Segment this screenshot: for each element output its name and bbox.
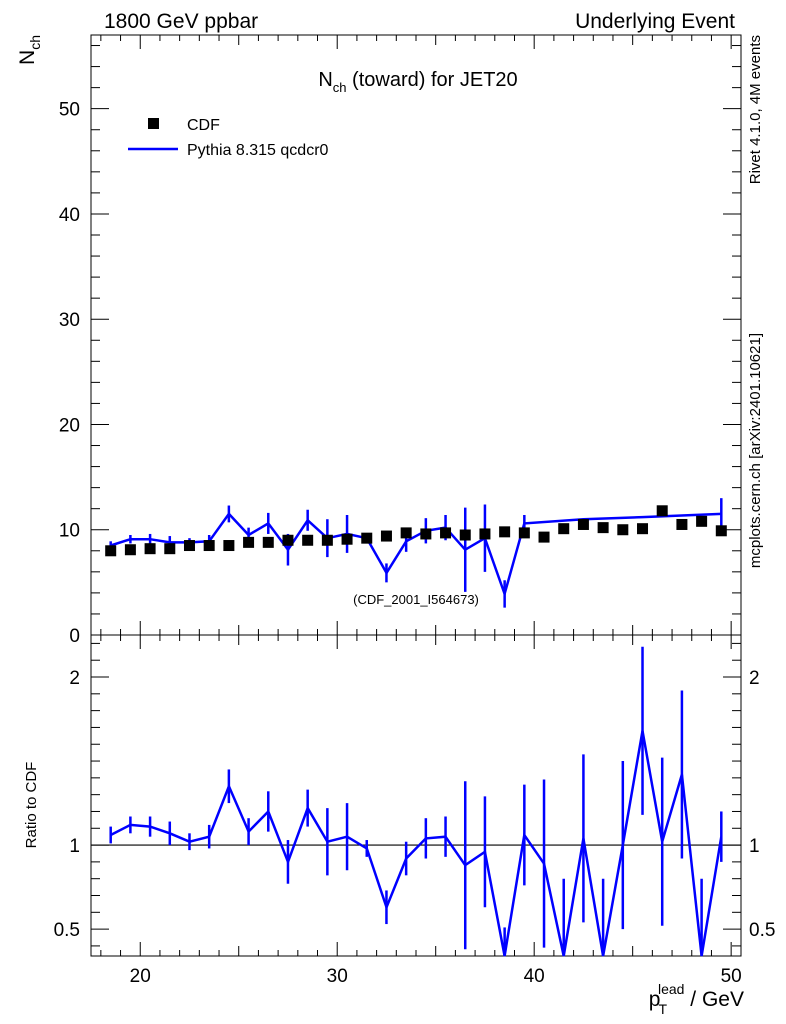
x-axis-title: pTlead / GeV: [649, 981, 744, 1017]
analysis-watermark: (CDF_2001_I564673): [353, 592, 479, 607]
cdf-point: [144, 543, 156, 555]
cdf-point: [341, 533, 353, 545]
y-axis-title: Nch: [16, 35, 43, 65]
pythia-line: [110, 511, 722, 599]
cdf-point: [164, 543, 176, 555]
legend: CDF Pythia 8.315 qcdcr0: [128, 117, 329, 159]
cdf-point: [203, 540, 215, 552]
cdf-point: [243, 536, 255, 548]
cdf-point: [499, 526, 511, 538]
cdf-point: [124, 544, 136, 556]
cdf-point: [597, 522, 609, 534]
cdf-point: [656, 505, 668, 517]
mcplots-label: mcplots.cern.ch [arXiv:2401.10621]: [747, 333, 764, 568]
main-y-tick-label: 20: [59, 415, 80, 436]
x-tick-label: 30: [327, 966, 348, 987]
main-y-tick-label: 50: [59, 100, 80, 121]
main-axes: 0 10 20 30 40 50: [59, 35, 741, 647]
legend-pythia-label: Pythia 8.315 qcdcr0: [187, 142, 329, 159]
header-right: Underlying Event: [575, 10, 735, 33]
cdf-series: [105, 505, 727, 557]
cdf-point: [282, 534, 294, 546]
main-title: Nch (toward) for JET20: [318, 69, 517, 95]
ratio-y-title: Ratio to CDF: [23, 762, 40, 849]
main-panel: 0 10 20 30 40 50 Nch (toward) for JET20 Nch C…: [16, 34, 742, 647]
main-y-tick-label: 0: [69, 626, 80, 647]
ratio-y-tick-label-right: 2: [749, 668, 760, 689]
cdf-point: [577, 518, 589, 530]
cdf-point: [420, 528, 432, 540]
cdf-point: [518, 527, 530, 539]
ratio-y-tick-label: 2: [69, 668, 80, 689]
ratio-frame: [90, 634, 742, 957]
ratio-y-tick-label-right: 1: [749, 836, 760, 857]
ratio-y-tick-label: 0.5: [54, 920, 80, 941]
cdf-point: [105, 545, 117, 557]
cdf-point: [321, 534, 333, 546]
x-tick-label: 40: [524, 966, 545, 987]
cdf-point: [558, 523, 570, 535]
cdf-point: [302, 534, 314, 546]
x-tick-label: 50: [721, 966, 742, 987]
main-y-tick-label: 30: [59, 310, 80, 331]
cdf-point: [262, 536, 274, 548]
ratio-y-tick-label-right: 0.5: [749, 920, 775, 941]
main-y-tick-label: 40: [59, 205, 80, 226]
ratio-panel: 20 30 40 50 0.5 0.5 1 1 2 2 Ratio to CDF pTlead /…: [23, 634, 775, 1017]
ratio-line: [110, 730, 723, 957]
cdf-point: [479, 528, 491, 540]
cdf-point: [538, 531, 550, 543]
header-left: 1800 GeV ppbar: [104, 10, 258, 33]
cdf-point: [440, 527, 452, 539]
legend-cdf-marker: [148, 118, 159, 129]
cdf-point: [696, 515, 708, 527]
main-y-tick-label: 10: [59, 521, 80, 542]
cdf-point: [676, 518, 688, 530]
x-tick-label: 20: [130, 966, 151, 987]
cdf-point: [617, 524, 629, 536]
cdf-point: [715, 525, 727, 537]
ratio-axes: 20 30 40 50 0.5 0.5 1 1 2 2: [54, 635, 775, 987]
cdf-point: [400, 527, 412, 539]
cdf-point: [361, 532, 373, 544]
ratio-y-tick-label: 1: [69, 836, 80, 857]
cdf-point: [380, 530, 392, 542]
cdf-point: [459, 529, 471, 541]
legend-cdf-label: CDF: [187, 117, 220, 134]
ratio-series: [109, 646, 723, 957]
cdf-point: [637, 523, 649, 535]
cdf-point: [183, 540, 195, 552]
rivet-label: Rivet 4.1.0, 4M events: [747, 35, 764, 184]
cdf-point: [223, 540, 235, 552]
